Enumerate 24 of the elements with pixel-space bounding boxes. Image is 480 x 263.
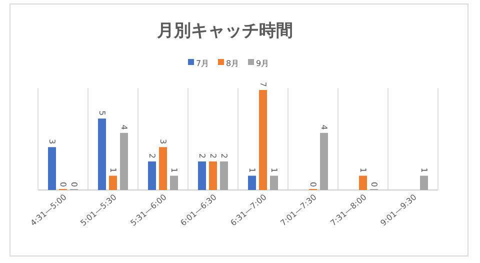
data-label: 4 xyxy=(320,124,328,130)
data-label: 2 xyxy=(198,153,206,158)
data-label: 4 xyxy=(120,124,128,130)
legend-label: 9月 xyxy=(256,59,270,68)
data-label: 0 xyxy=(308,182,318,187)
data-label: 2 xyxy=(220,153,228,158)
legend-label: 8月 xyxy=(226,59,240,68)
data-label: 2 xyxy=(208,153,218,158)
data-label: 0 xyxy=(370,182,378,187)
data-label: 7 xyxy=(258,82,268,87)
data-label: 1 xyxy=(170,168,178,173)
data-label: 1 xyxy=(270,168,278,173)
data-label: 1 xyxy=(248,168,256,173)
data-label: 3 xyxy=(48,139,56,144)
data-label: 0 xyxy=(70,182,78,187)
legend-label: 7月 xyxy=(196,59,210,68)
data-label: 1 xyxy=(108,168,118,173)
data-label: 1 xyxy=(420,168,428,173)
chart-title: 月別キャッチ時間 xyxy=(156,21,293,41)
data-label: 1 xyxy=(358,168,368,173)
data-label: 2 xyxy=(148,153,156,158)
data-label: 5 xyxy=(98,110,106,116)
data-label: 0 xyxy=(58,182,68,187)
data-label: 3 xyxy=(158,139,168,144)
